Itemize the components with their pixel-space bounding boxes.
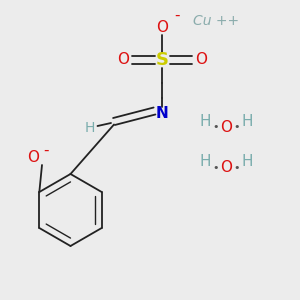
Text: N: N: [156, 106, 168, 122]
Text: O: O: [220, 120, 232, 135]
Text: O: O: [156, 20, 168, 34]
Text: O: O: [117, 52, 129, 68]
Text: O: O: [27, 150, 39, 165]
Text: H: H: [200, 154, 211, 169]
Text: O: O: [195, 52, 207, 68]
Text: •: •: [234, 163, 240, 173]
Text: -: -: [174, 8, 180, 22]
Text: O: O: [220, 160, 232, 175]
Text: -: -: [44, 142, 49, 158]
Text: H: H: [242, 114, 253, 129]
Text: S: S: [155, 51, 169, 69]
Text: •: •: [213, 122, 219, 133]
Text: H: H: [200, 114, 211, 129]
Text: H: H: [242, 154, 253, 169]
Text: Cu ++: Cu ++: [193, 14, 239, 28]
Text: •: •: [234, 122, 240, 133]
Text: H: H: [85, 121, 95, 134]
Text: •: •: [213, 163, 219, 173]
